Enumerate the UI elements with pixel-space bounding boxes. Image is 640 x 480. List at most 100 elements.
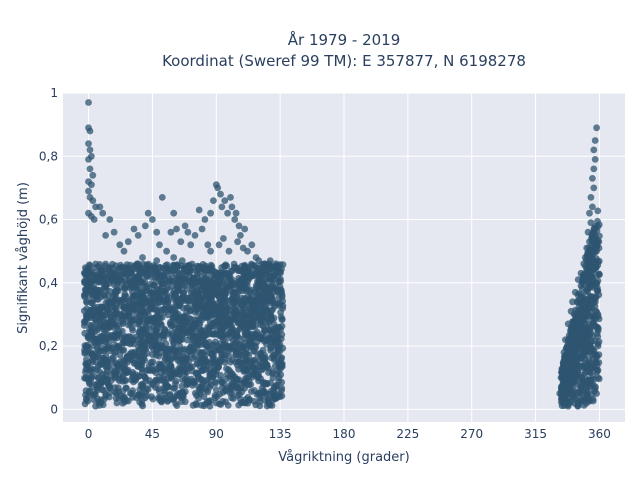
scatter-point: [193, 369, 200, 377]
scatter-point: [197, 351, 205, 359]
scatter-point: [189, 274, 196, 282]
scatter-point: [591, 137, 599, 144]
scatter-point: [567, 327, 574, 335]
scatter-point: [141, 222, 149, 230]
scatter-point: [204, 241, 212, 249]
scatter-point: [248, 373, 256, 381]
scatter-point: [134, 363, 142, 370]
scatter-point: [102, 299, 110, 307]
scatter-point: [171, 384, 179, 392]
scatter-point: [223, 375, 230, 383]
scatter-point: [126, 390, 134, 397]
scatter-point: [105, 264, 113, 272]
scatter-point: [86, 307, 94, 315]
scatter-point: [110, 228, 118, 236]
scatter-point: [236, 285, 243, 292]
scatter-point: [223, 303, 230, 311]
scatter-point: [194, 359, 202, 367]
scatter-point: [85, 187, 92, 195]
scatter-point: [158, 314, 166, 321]
scatter-point: [136, 329, 144, 337]
scatter-point: [90, 353, 97, 361]
scatter-point: [229, 370, 236, 378]
scatter-point: [170, 277, 178, 285]
scatter-point: [134, 232, 142, 239]
x-tick-label: 180: [333, 427, 356, 441]
scatter-point: [239, 312, 247, 320]
scatter-point: [199, 264, 207, 272]
scatter-point: [256, 398, 264, 405]
scatter-point: [217, 331, 225, 339]
scatter-point: [593, 124, 600, 132]
scatter-point: [127, 316, 134, 324]
scatter-point: [593, 255, 600, 262]
scatter-point: [198, 225, 206, 233]
y-tick-label: 0,4: [39, 276, 58, 290]
scatter-point: [105, 307, 112, 315]
scatter-point: [156, 396, 163, 404]
scatter-point: [202, 274, 210, 282]
scatter-point: [207, 247, 215, 255]
scatter-point: [193, 392, 201, 399]
scatter-point: [594, 342, 602, 350]
scatter-point: [105, 393, 113, 401]
scatter-point: [246, 288, 254, 295]
scatter-point: [128, 324, 136, 332]
scatter-point: [81, 329, 89, 337]
scatter-point: [594, 333, 602, 340]
scatter-point: [85, 99, 92, 106]
scatter-point: [145, 260, 152, 268]
scatter-point: [173, 225, 180, 233]
scatter-point: [278, 361, 286, 369]
scatter-point: [119, 320, 127, 327]
scatter-point: [586, 282, 594, 290]
scatter-point: [276, 393, 284, 401]
scatter-point: [567, 307, 575, 315]
y-tick-label: 1: [50, 86, 58, 100]
x-tick-label: 45: [145, 427, 160, 441]
scatter-point: [577, 269, 585, 277]
scatter-point: [268, 284, 276, 291]
scatter-point: [246, 305, 254, 312]
scatter-point: [215, 299, 222, 307]
scatter-point: [263, 361, 271, 369]
scatter-point: [161, 394, 169, 402]
y-tick-label: 0,2: [39, 339, 58, 353]
scatter-point: [242, 299, 250, 307]
scatter-point: [275, 352, 283, 360]
scatter-point: [242, 350, 250, 358]
scatter-point: [88, 181, 95, 189]
scatter-point: [81, 293, 88, 301]
scatter-point: [148, 305, 156, 313]
scatter-point: [204, 323, 212, 331]
x-tick-label: 135: [269, 427, 292, 441]
scatter-point: [93, 337, 100, 345]
scatter-point: [181, 322, 188, 329]
scatter-point: [565, 370, 573, 378]
scatter-point: [130, 376, 138, 383]
scatter-point: [120, 338, 128, 346]
scatter-point: [234, 384, 242, 392]
scatter-point: [595, 270, 603, 278]
scatter-points: [80, 99, 603, 410]
scatter-point: [103, 324, 111, 332]
scatter-point: [580, 260, 588, 268]
scatter-point: [244, 394, 252, 401]
scatter-point: [592, 383, 599, 391]
scatter-point: [218, 203, 226, 211]
scatter-point: [214, 184, 222, 192]
scatter-point: [224, 286, 232, 293]
scatter-point: [592, 294, 600, 302]
scatter-point: [241, 225, 249, 233]
scatter-point: [119, 347, 126, 354]
scatter-point: [574, 399, 582, 407]
scatter-point: [148, 342, 156, 349]
scatter-point: [148, 393, 155, 401]
scatter-point: [227, 342, 235, 350]
scatter-point: [266, 257, 274, 265]
scatter-point: [254, 297, 262, 305]
scatter-point: [581, 254, 589, 261]
scatter-point: [107, 347, 114, 355]
scatter-point: [212, 386, 220, 394]
scatter-point: [193, 287, 201, 295]
